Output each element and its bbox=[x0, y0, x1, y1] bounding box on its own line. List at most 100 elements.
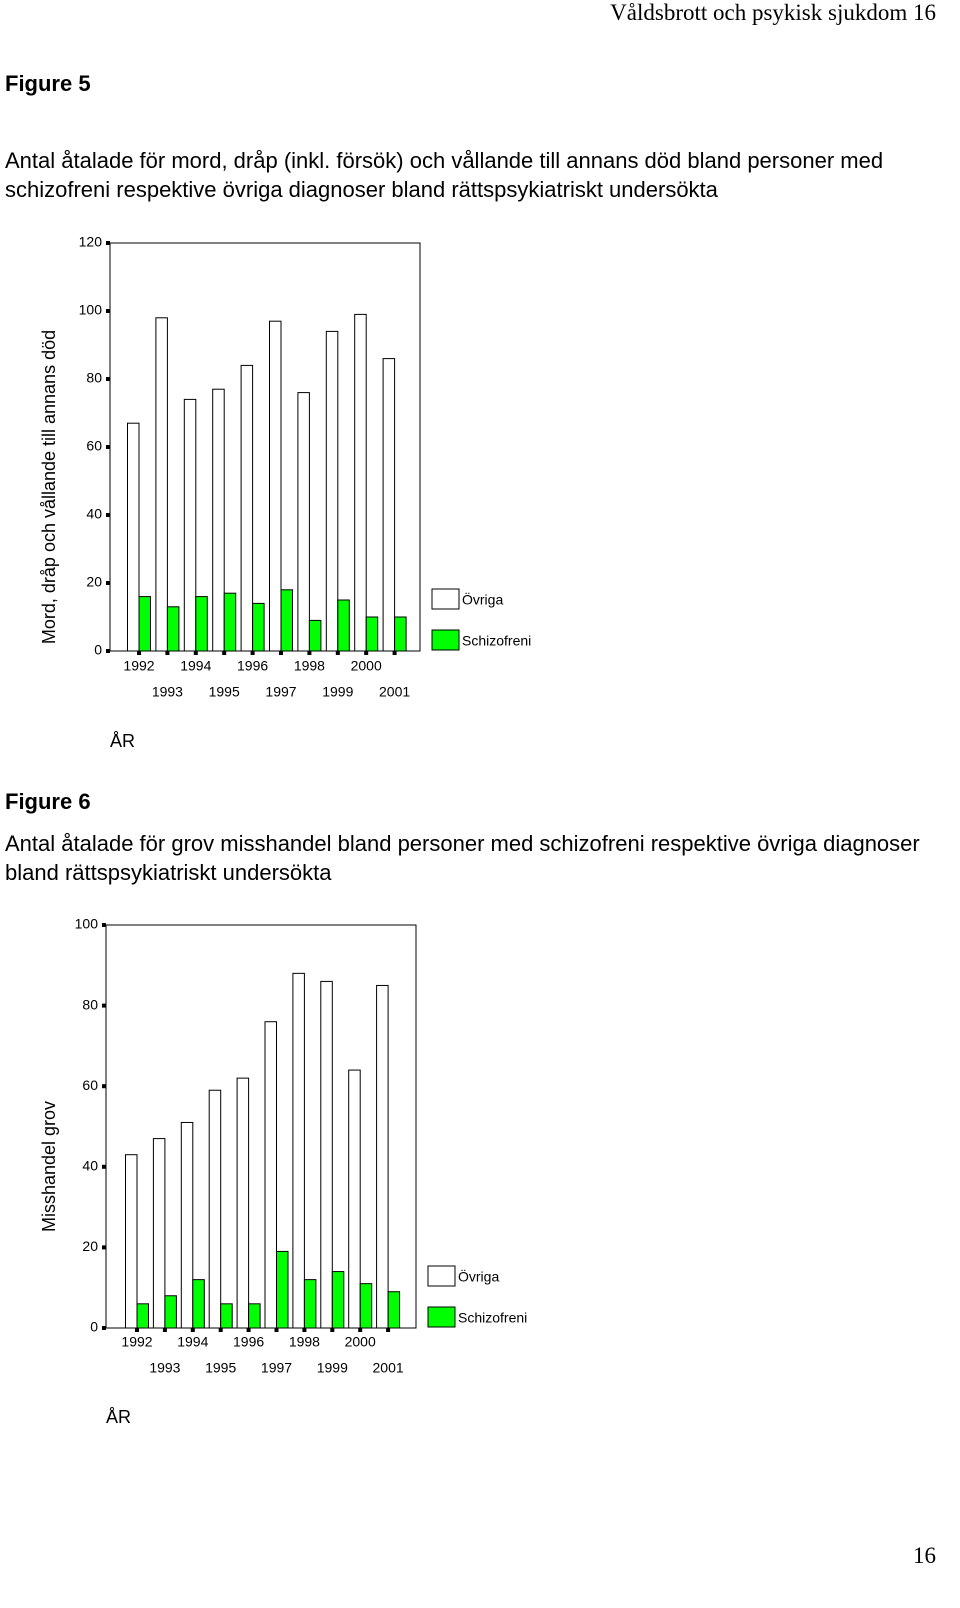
running-header: Våldsbrott och psykisk sjukdom 16 bbox=[610, 0, 936, 25]
x-tick bbox=[135, 1328, 139, 1332]
legend-label: Schizofreni bbox=[458, 1310, 527, 1326]
legend-label: Övriga bbox=[458, 1268, 499, 1285]
bar bbox=[331, 1271, 345, 1329]
y-tick bbox=[102, 1084, 106, 1089]
y-tick-label: 0 bbox=[90, 1319, 98, 1335]
y-tick bbox=[106, 445, 110, 449]
y-tick-label: 100 bbox=[79, 302, 103, 318]
y-tick-label: 40 bbox=[86, 506, 102, 522]
x-tick bbox=[193, 651, 198, 655]
bar bbox=[320, 980, 333, 1329]
plot-frame bbox=[105, 924, 417, 1329]
x-axis-label: ÅR bbox=[110, 731, 135, 751]
x-tick-label: 2000 bbox=[351, 658, 382, 674]
x-tick-label: 1998 bbox=[289, 1334, 320, 1350]
x-tick bbox=[137, 651, 141, 655]
y-axis-label: Mord, dråp och vållande till annans död bbox=[39, 330, 59, 644]
y-tick-label: 40 bbox=[82, 1158, 98, 1174]
bar bbox=[264, 1021, 277, 1329]
x-tick bbox=[274, 1328, 279, 1332]
x-tick bbox=[250, 651, 255, 655]
legend-swatch bbox=[431, 629, 460, 651]
y-tick bbox=[106, 241, 110, 245]
legend-label: Schizofreni bbox=[462, 633, 531, 649]
bar bbox=[152, 1138, 166, 1329]
x-tick-label: 1999 bbox=[322, 684, 353, 700]
bar bbox=[252, 602, 265, 652]
y-tick bbox=[106, 309, 110, 313]
x-tick-label: 1994 bbox=[177, 1334, 208, 1350]
y-tick-label: 80 bbox=[82, 996, 98, 1012]
bar bbox=[195, 596, 208, 652]
x-tick-label: 1997 bbox=[261, 1360, 292, 1376]
bar bbox=[236, 1077, 250, 1329]
bar bbox=[192, 1279, 205, 1329]
x-tick bbox=[386, 1328, 391, 1332]
y-tick-label: 100 bbox=[75, 916, 99, 932]
x-tick bbox=[302, 1328, 307, 1332]
bar bbox=[382, 358, 396, 652]
x-tick-label: 1997 bbox=[265, 684, 296, 700]
x-tick bbox=[246, 1328, 251, 1332]
bar bbox=[223, 592, 237, 652]
x-tick bbox=[279, 651, 283, 655]
bar bbox=[303, 1279, 317, 1329]
figure-title: Figure 6 bbox=[5, 789, 91, 814]
x-axis-label: ÅR bbox=[106, 1407, 131, 1427]
y-tick-label: 120 bbox=[79, 234, 103, 250]
x-tick-label: 1994 bbox=[180, 658, 211, 674]
y-tick bbox=[106, 513, 110, 517]
y-tick bbox=[102, 1164, 106, 1169]
x-tick-label: 2000 bbox=[345, 1334, 376, 1350]
bar bbox=[136, 1303, 149, 1329]
bar bbox=[155, 317, 168, 652]
x-tick-label: 1996 bbox=[233, 1334, 264, 1350]
legend-swatch bbox=[431, 588, 460, 610]
x-tick-label: 1996 bbox=[237, 658, 268, 674]
x-tick bbox=[165, 651, 170, 655]
x-tick-label: 1999 bbox=[317, 1360, 348, 1376]
y-tick-label: 60 bbox=[86, 438, 102, 454]
bar bbox=[325, 330, 339, 652]
figure-title: Figure 5 bbox=[5, 71, 91, 96]
bar bbox=[276, 1250, 289, 1329]
bar bbox=[127, 422, 140, 652]
x-tick-label: 1998 bbox=[294, 658, 325, 674]
bar bbox=[183, 398, 197, 652]
x-tick-label: 1995 bbox=[205, 1360, 236, 1376]
figure-caption: Antal åtalade för mord, dråp (inkl. förs… bbox=[5, 148, 884, 202]
bar bbox=[354, 313, 367, 652]
x-tick bbox=[335, 651, 340, 655]
y-tick-label: 20 bbox=[86, 574, 102, 590]
x-tick bbox=[222, 651, 227, 655]
x-tick-label: 2001 bbox=[373, 1360, 404, 1376]
x-tick-label: 1993 bbox=[149, 1360, 180, 1376]
y-tick bbox=[102, 1326, 106, 1330]
bar bbox=[248, 1303, 261, 1329]
x-tick-label: 1995 bbox=[209, 684, 240, 700]
x-tick bbox=[307, 651, 312, 655]
bar bbox=[280, 589, 293, 652]
y-tick bbox=[102, 1003, 106, 1008]
x-tick bbox=[392, 651, 397, 655]
bar bbox=[180, 1121, 194, 1329]
x-tick bbox=[218, 1328, 223, 1332]
x-tick bbox=[190, 1328, 195, 1332]
x-tick-label: 1993 bbox=[152, 684, 183, 700]
y-tick bbox=[102, 923, 106, 927]
bar bbox=[208, 1089, 222, 1329]
y-tick bbox=[102, 1245, 106, 1250]
legend-label: Övriga bbox=[462, 591, 503, 608]
y-tick bbox=[106, 649, 110, 653]
y-tick bbox=[106, 377, 110, 381]
bar bbox=[125, 1154, 138, 1329]
legend-swatch bbox=[427, 1306, 456, 1328]
bar bbox=[376, 984, 389, 1329]
x-tick-label: 2001 bbox=[379, 684, 410, 700]
x-tick-label: 1992 bbox=[123, 658, 154, 674]
y-tick-label: 0 bbox=[94, 642, 102, 658]
bar bbox=[387, 1291, 401, 1329]
x-tick bbox=[358, 1328, 363, 1332]
